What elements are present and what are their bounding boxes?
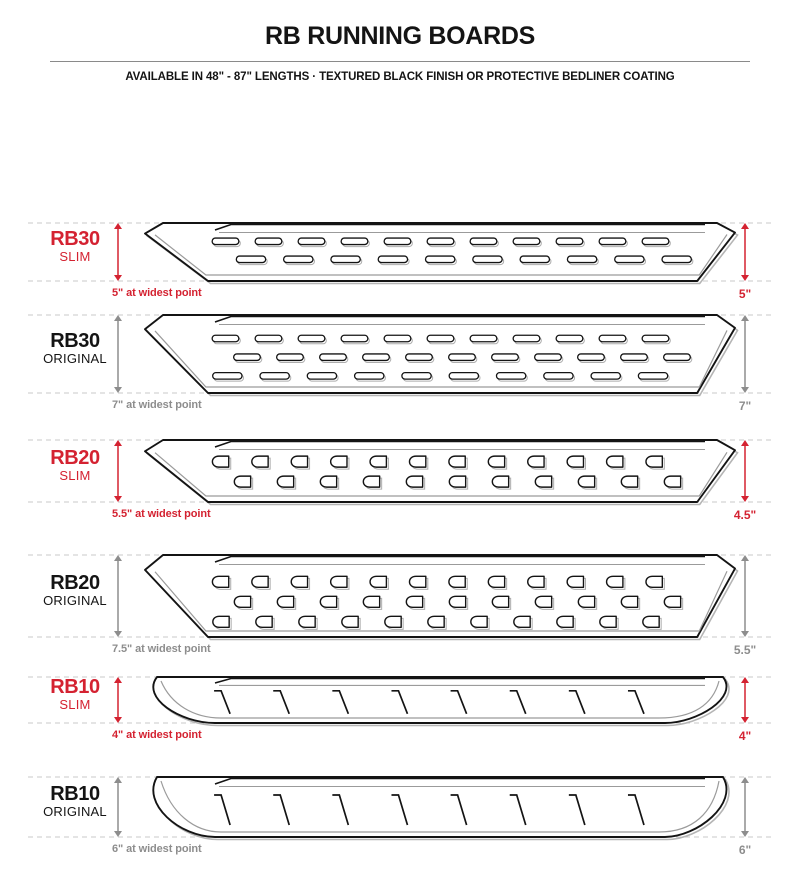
page-subtitle: AVAILABLE IN 48" - 87" LENGTHS · TEXTURE… [125,71,675,83]
dimension-arrow-right [741,223,749,281]
tread-pattern [211,455,684,490]
dimension-arrow-right [741,555,749,637]
tread-pattern [211,237,694,266]
width-caption: 7.5" at widest point [112,643,211,655]
product-comparison-page: RB RUNNING BOARDS AVAILABLE IN 48" - 87"… [0,0,800,857]
model-label-block: RB10 ORIGINAL [20,784,130,820]
model-variant: SLIM [59,696,91,712]
model-variant: SLIM [59,248,91,264]
dimension-arrow-right [741,777,749,837]
height-value: 7" [738,399,752,413]
board-inner-edge [160,680,720,719]
board-illustration [28,314,772,397]
model-name: RB20 [50,572,100,594]
dimension-arrow-right [741,315,749,393]
dimension-arrow-left [114,677,122,723]
board-inner-edge [154,451,728,497]
dimension-arrow-left [114,223,122,281]
dimension-arrow-right [741,677,749,723]
model-variant: ORIGINAL [43,350,107,366]
product-row: RB10 SLIM 4" at widest point 4" [0,665,800,760]
product-row: RB30 SLIM 5" at widest point 5" [0,213,800,305]
board-inner-edge [154,330,728,388]
board-outline [144,314,736,394]
product-row: RB20 SLIM 5.5" at widest point 4.5" [0,430,800,540]
model-label-block: RB20 ORIGINAL [20,573,130,609]
board-top-rail [214,315,705,323]
model-variant: ORIGINAL [43,592,107,608]
board-inner-edge [154,234,728,276]
model-label-block: RB10 SLIM [20,677,130,713]
model-name: RB10 [50,676,100,698]
board-illustration [28,554,772,641]
board-outline [144,554,736,638]
board-top-rail [214,440,705,448]
board-inner-edge [154,570,728,632]
board-outline [152,676,728,724]
board-illustration [28,776,772,841]
title-divider [50,61,750,62]
width-caption: 6" at widest point [112,843,202,855]
dimension-arrow-left [114,315,122,393]
tread-pattern [211,575,684,630]
model-name: RB30 [50,228,100,250]
product-row: RB20 ORIGINAL 7.5" at widest point 5.5" [0,545,800,667]
board-illustration [28,222,772,285]
board-top-rail [214,777,705,785]
width-caption: 7" at widest point [112,399,202,411]
model-label-block: RB20 SLIM [20,448,130,484]
dimension-arrow-left [114,555,122,637]
board-top-rail [214,555,705,563]
model-variant: ORIGINAL [43,803,107,819]
width-caption: 4" at widest point [112,729,202,741]
model-label-block: RB30 ORIGINAL [20,331,130,367]
height-value: 5" [738,287,752,301]
width-caption: 5" at widest point [112,287,202,299]
product-row: RB10 ORIGINAL 6" at widest point 6" [0,765,800,877]
height-value: 4" [738,729,752,743]
model-name: RB10 [50,783,100,805]
board-illustration [28,439,772,506]
width-caption: 5.5" at widest point [112,508,211,520]
model-variant: SLIM [59,467,91,483]
height-value: 4.5" [733,508,757,522]
board-top-rail [214,223,705,231]
board-illustration [28,676,772,727]
tread-pattern [211,334,693,382]
product-row: RB30 ORIGINAL 7" at widest point 7" [0,305,800,417]
page-header: RB RUNNING BOARDS AVAILABLE IN 48" - 87"… [0,0,800,83]
height-value: 5.5" [733,643,757,657]
page-title: RB RUNNING BOARDS [265,22,535,50]
model-label-block: RB30 SLIM [20,229,130,265]
height-value: 6" [738,843,752,857]
model-name: RB30 [50,330,100,352]
board-outline [144,222,736,282]
tread-pattern [214,689,645,715]
model-name: RB20 [50,447,100,469]
board-top-rail [214,677,705,684]
dimension-arrow-left [114,440,122,502]
dimension-arrow-right [741,440,749,502]
